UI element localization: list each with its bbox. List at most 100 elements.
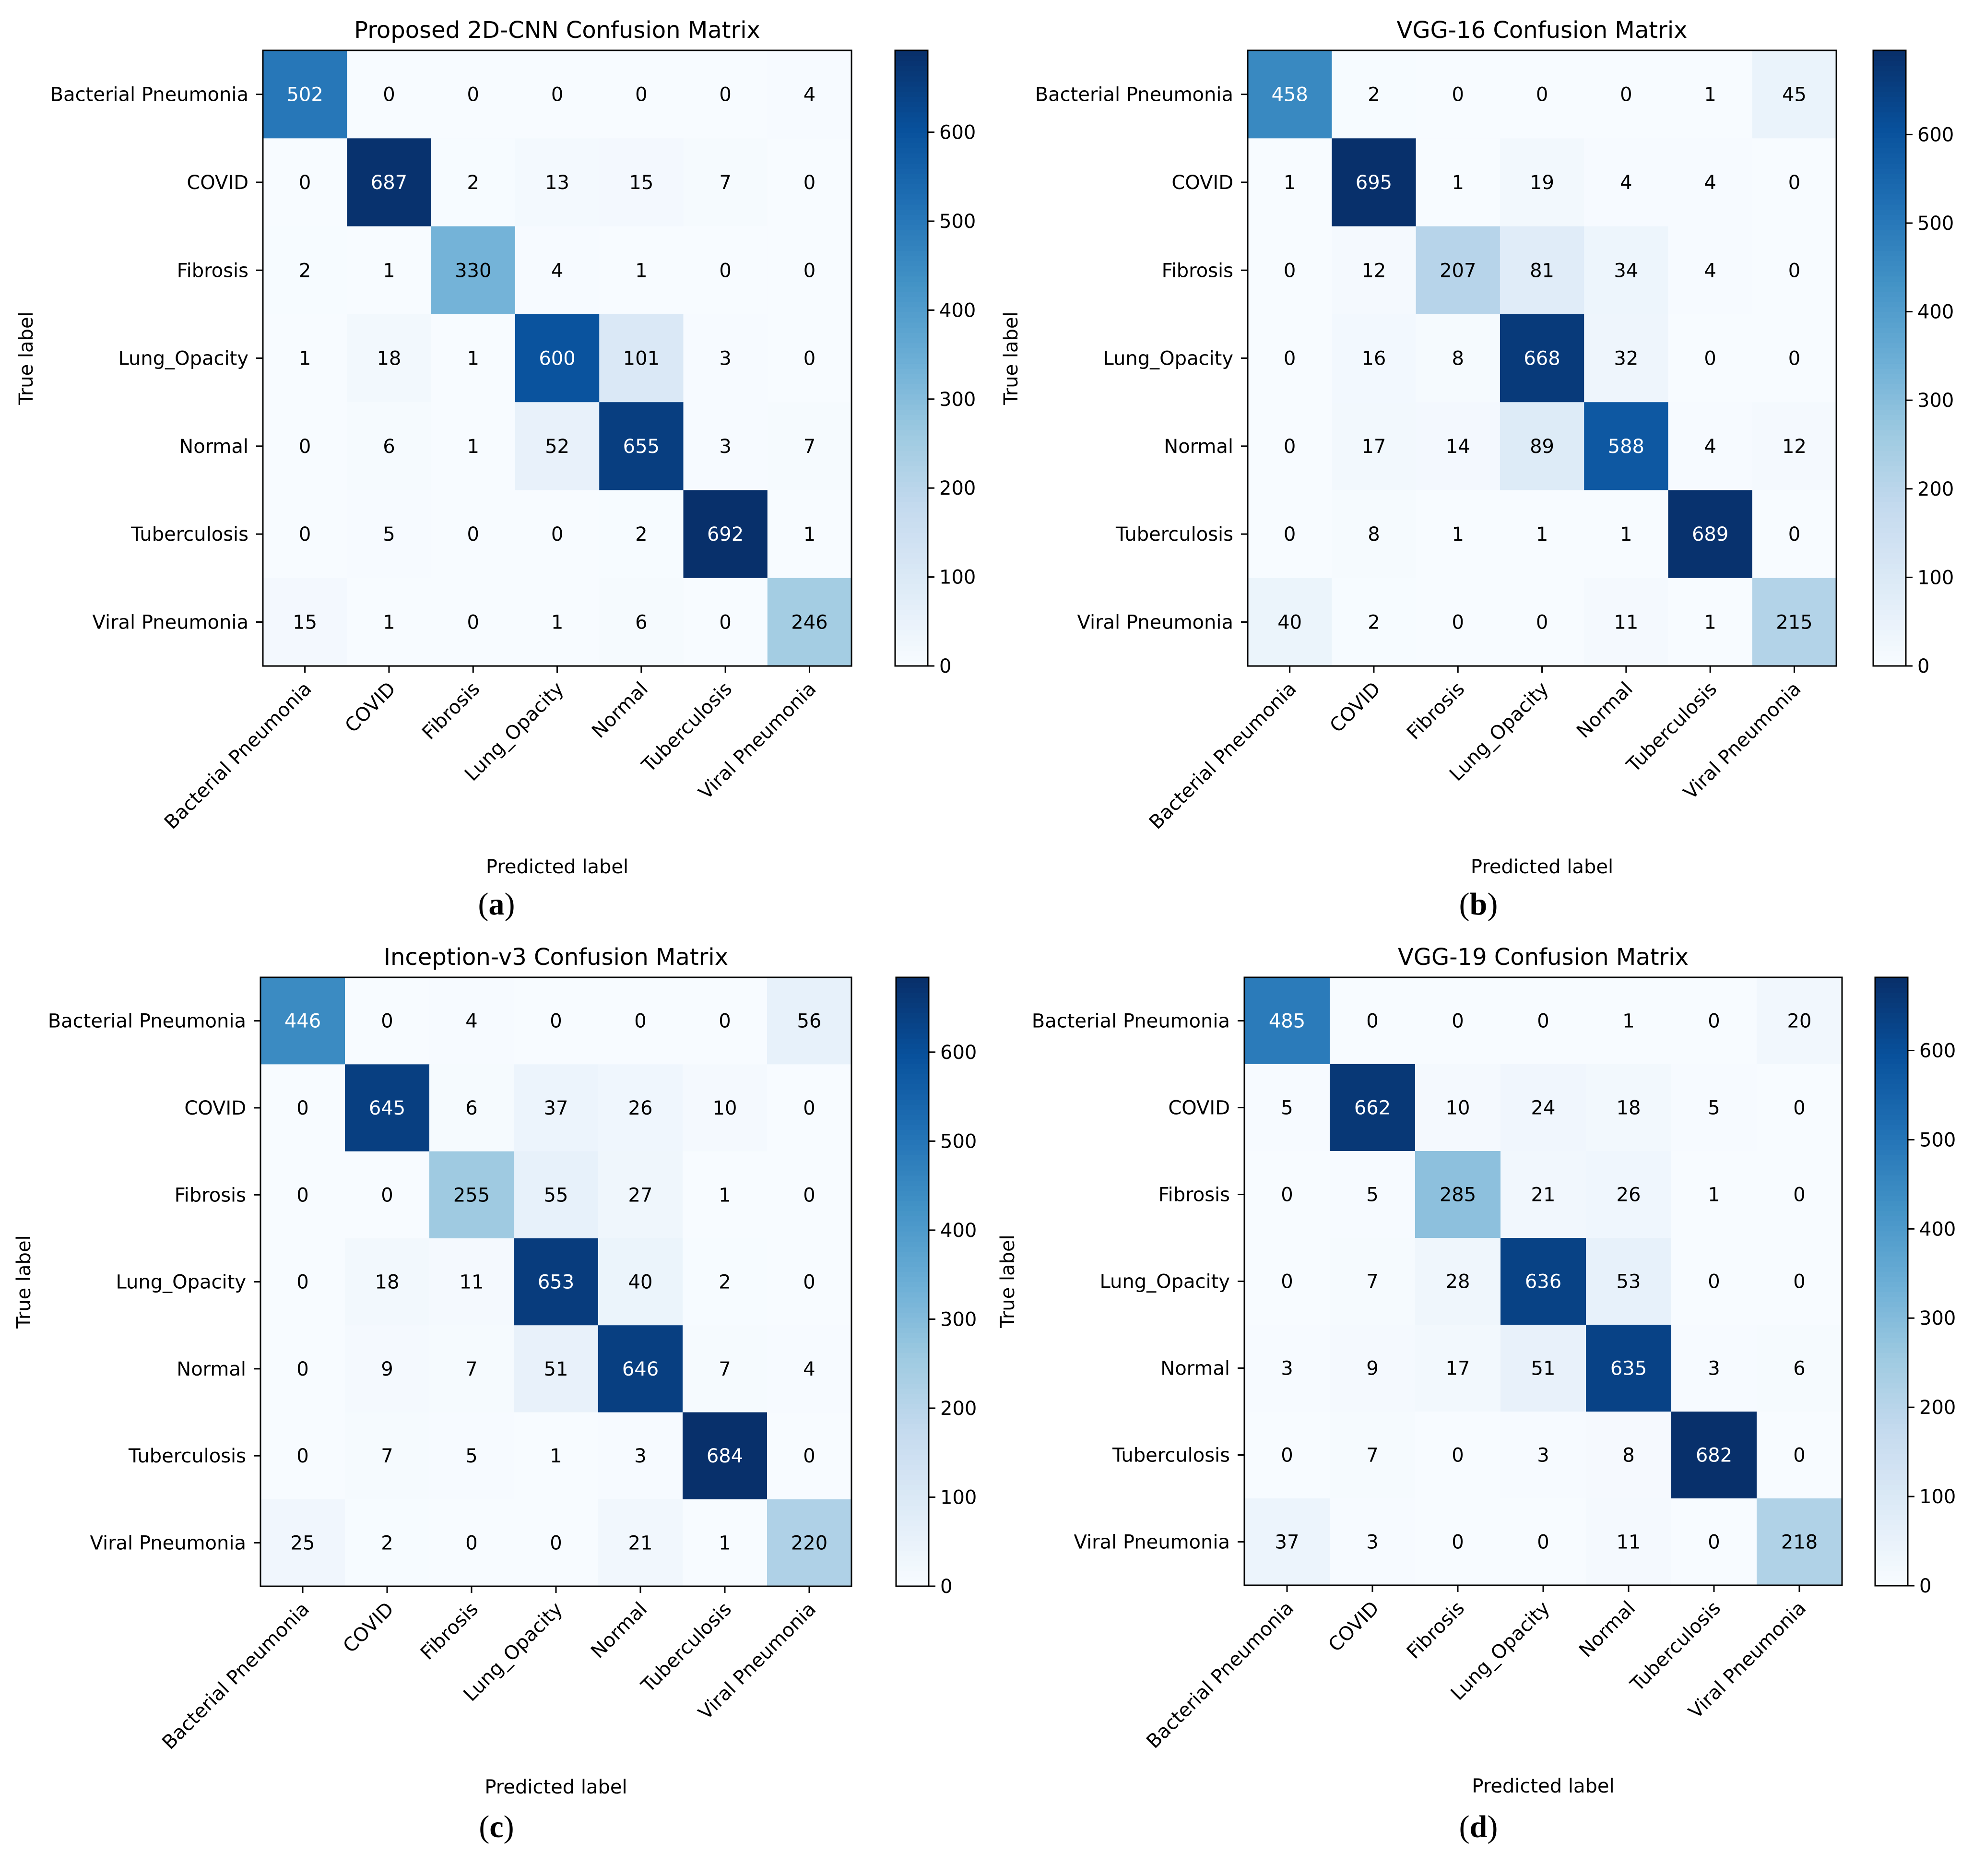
colorbar-segment xyxy=(895,55,928,61)
cell-value-label: 646 xyxy=(622,1358,659,1380)
colorbar-segment xyxy=(1873,112,1906,118)
matrix-cell xyxy=(1244,1064,1330,1152)
cell-value-label: 0 xyxy=(465,1532,477,1554)
colorbar-segment xyxy=(1875,1393,1908,1399)
colorbar-segment xyxy=(896,1317,929,1323)
cell-value-label: 0 xyxy=(635,84,647,106)
colorbar-segment xyxy=(1873,630,1906,636)
colorbar-segment xyxy=(895,373,928,380)
y-tick-label: Bacterial Pneumonia xyxy=(1032,1010,1230,1033)
colorbar-segment xyxy=(895,204,928,210)
colorbar-segment xyxy=(895,255,928,261)
matrix-cell xyxy=(1248,50,1332,139)
colorbar-segment xyxy=(895,625,928,630)
panel-caption-part: ) xyxy=(505,887,515,922)
matrix-cell xyxy=(1330,977,1416,1065)
matrix-cell xyxy=(260,1238,345,1326)
colorbar-segment xyxy=(896,1459,929,1465)
cell-value-label: 7 xyxy=(465,1358,477,1380)
colorbar-segment xyxy=(1875,992,1908,998)
cell-value-label: 51 xyxy=(1531,1358,1556,1380)
colorbar-segment xyxy=(1875,1454,1908,1460)
colorbar-segment xyxy=(1873,271,1906,277)
cell-value-label: 55 xyxy=(544,1184,568,1206)
colorbar-segment xyxy=(1873,158,1906,164)
cell-value-label: 0 xyxy=(719,260,731,282)
matrix-cell xyxy=(1752,490,1837,579)
cell-value-label: 17 xyxy=(1361,436,1386,458)
colorbar-segment xyxy=(895,661,928,666)
cell-value-label: 1 xyxy=(1536,523,1548,546)
colorbar-segment xyxy=(1875,1286,1908,1292)
colorbar-segment xyxy=(895,91,928,97)
colorbar-tick-label: 500 xyxy=(939,211,976,233)
matrix-cell xyxy=(598,1151,683,1239)
x-tick-label: Fibrosis xyxy=(418,678,484,744)
colorbar-segment xyxy=(1873,214,1906,220)
colorbar-segment xyxy=(895,512,928,518)
colorbar-segment xyxy=(1875,1489,1908,1495)
matrix-cell xyxy=(1244,1325,1330,1412)
colorbar-segment xyxy=(1875,1094,1908,1100)
colorbar-segment xyxy=(1873,101,1906,107)
cell-value-label: 26 xyxy=(1617,1184,1641,1206)
colorbar-segment xyxy=(895,178,928,184)
matrix-cell xyxy=(1415,977,1501,1065)
matrix-cell xyxy=(263,402,347,491)
colorbar-segment xyxy=(895,501,928,508)
x-tick-label: Normal xyxy=(1575,1597,1640,1662)
colorbar-segment xyxy=(1875,1241,1908,1247)
cell-value-label: 0 xyxy=(634,1010,646,1033)
cell-value-label: 1 xyxy=(719,1532,731,1554)
colorbar-segment xyxy=(1875,1555,1908,1561)
colorbar-segment xyxy=(896,987,929,993)
matrix-cell xyxy=(683,1238,768,1326)
matrix-cell xyxy=(431,226,516,315)
colorbar-segment xyxy=(895,86,928,92)
colorbar-segment xyxy=(895,635,928,641)
colorbar-segment xyxy=(896,1033,929,1039)
colorbar-segment xyxy=(895,543,928,548)
cell-value-label: 1 xyxy=(1708,1184,1720,1206)
colorbar-segment xyxy=(896,1180,929,1186)
matrix-cell xyxy=(599,50,684,139)
x-tick-label: COVID xyxy=(1326,678,1385,737)
cell-value-label: 4 xyxy=(1704,260,1716,282)
colorbar-tick-label: 200 xyxy=(939,477,976,499)
colorbar-tick-label: 100 xyxy=(1917,567,1954,589)
cell-value-label: 40 xyxy=(1277,611,1302,633)
matrix-cell xyxy=(1757,1325,1843,1412)
colorbar-segment xyxy=(895,440,928,446)
colorbar-segment xyxy=(1875,1170,1908,1175)
cell-value-label: 1 xyxy=(1452,523,1464,546)
colorbar-segment xyxy=(895,286,928,292)
colorbar-segment xyxy=(1873,399,1906,405)
panel-caption-part: a xyxy=(489,887,505,922)
cell-value-label: 89 xyxy=(1530,436,1554,458)
matrix-cell xyxy=(429,1064,514,1152)
colorbar-segment xyxy=(895,383,928,390)
colorbar-segment xyxy=(895,430,928,436)
matrix-cell xyxy=(1500,314,1584,403)
colorbar-segment xyxy=(1875,1459,1908,1465)
colorbar-segment xyxy=(1873,466,1906,472)
matrix-cell xyxy=(767,490,852,579)
colorbar-segment xyxy=(1875,1119,1908,1125)
colorbar-segment xyxy=(896,1221,929,1226)
matrix-cell xyxy=(1752,314,1837,403)
colorbar-segment xyxy=(896,1495,929,1501)
colorbar-segment xyxy=(896,1079,929,1084)
colorbar-segment xyxy=(1873,312,1906,318)
y-tick-label: Tuberculosis xyxy=(130,523,248,546)
colorbar-segment xyxy=(896,1023,929,1029)
colorbar-segment xyxy=(1875,1276,1908,1282)
colorbar-segment xyxy=(1875,1317,1908,1323)
panel-caption: (d) xyxy=(1459,1809,1498,1844)
cell-value-label: 2 xyxy=(719,1271,731,1294)
cell-value-label: 0 xyxy=(1793,1097,1805,1119)
colorbar-segment xyxy=(1873,327,1906,333)
cell-value-label: 0 xyxy=(296,1445,308,1467)
colorbar-segment xyxy=(895,107,928,113)
matrix-cell xyxy=(1332,490,1417,579)
colorbar-segment xyxy=(895,486,928,492)
